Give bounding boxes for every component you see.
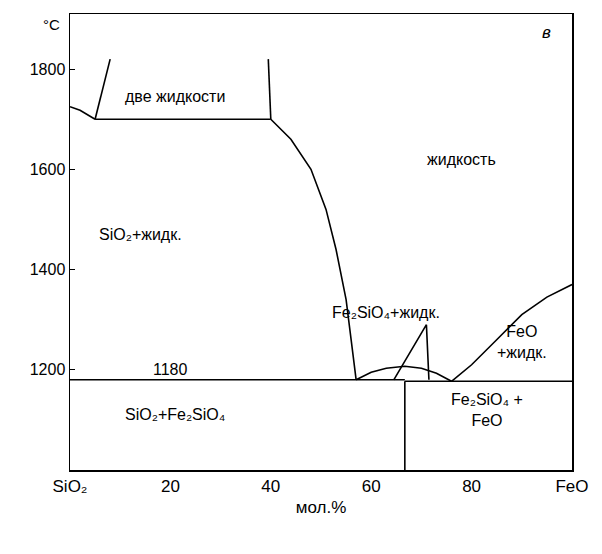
svg-text:Fe₂SiO₄+жидк.: Fe₂SiO₄+жидк. — [332, 304, 440, 321]
svg-text:1180: 1180 — [153, 361, 188, 378]
svg-text:FeO: FeO — [555, 477, 588, 496]
svg-text:две жидкости: две жидкости — [125, 88, 225, 105]
svg-text:жидкость: жидкость — [427, 151, 496, 168]
svg-text:SiO₂+Fe₂SiO₄: SiO₂+Fe₂SiO₄ — [125, 406, 225, 423]
svg-text:60: 60 — [362, 477, 381, 496]
svg-text:1200: 1200 — [30, 361, 66, 378]
svg-text:Fe₂SiO₄ +FeO: Fe₂SiO₄ +FeO — [451, 391, 523, 429]
svg-text:SiO₂: SiO₂ — [53, 477, 88, 496]
svg-text:°C: °C — [43, 16, 60, 33]
svg-text:40: 40 — [261, 477, 280, 496]
svg-text:в: в — [542, 23, 551, 42]
svg-text:SiO₂+жидк.: SiO₂+жидк. — [99, 226, 182, 243]
svg-text:1600: 1600 — [30, 161, 66, 178]
svg-text:мол.%: мол.% — [296, 498, 347, 517]
svg-text:FeO+жидк.: FeO+жидк. — [497, 323, 547, 361]
svg-text:20: 20 — [161, 477, 180, 496]
svg-text:1400: 1400 — [30, 261, 66, 278]
svg-text:80: 80 — [462, 477, 481, 496]
svg-text:1800: 1800 — [30, 61, 66, 78]
